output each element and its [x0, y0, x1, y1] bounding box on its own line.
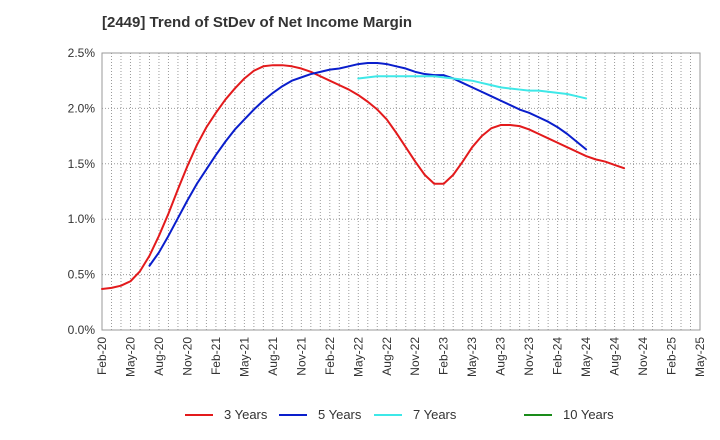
x-tick-label: May-21: [237, 337, 251, 377]
legend: 3 Years 5 Years 7 Years 10 Years: [185, 407, 614, 422]
x-tick-label: Feb-23: [437, 337, 451, 375]
x-tick-label: May-23: [465, 337, 479, 377]
y-tick-label: 0.0%: [68, 323, 96, 337]
x-tick-label: Feb-20: [95, 337, 109, 375]
legend-label: 10 Years: [563, 407, 614, 422]
x-tick-label: Aug-21: [266, 337, 280, 376]
x-tick-label: Feb-22: [323, 337, 337, 375]
x-tick-label: Feb-25: [665, 337, 679, 375]
y-tick-label: 1.0%: [68, 212, 96, 226]
series-line-5-years: [148, 61, 588, 267]
x-tick-label: Nov-23: [522, 337, 536, 376]
x-tick-label: Aug-22: [380, 337, 394, 376]
x-tick-label: Feb-21: [209, 337, 223, 375]
y-tick-label: 0.5%: [68, 268, 96, 282]
legend-label: 3 Years: [224, 407, 268, 422]
y-tick-label: 2.0%: [68, 101, 96, 115]
x-tick-label: May-24: [579, 337, 593, 377]
x-tick-label: May-25: [693, 337, 707, 377]
x-tick-label: Feb-24: [551, 337, 565, 375]
grid-layer: [102, 53, 700, 330]
x-tick-label: May-20: [123, 337, 137, 377]
y-tick-label: 2.5%: [68, 46, 96, 60]
x-tick-label: Nov-24: [636, 337, 650, 376]
x-tick-label: Aug-23: [494, 337, 508, 376]
x-axis: Feb-20 May-20 Aug-20 Nov-20 Feb-21 May-21 Aug-…: [95, 337, 707, 377]
series-line-3-years: [101, 64, 626, 290]
series-layer: [101, 61, 626, 290]
legend-label: 5 Years: [318, 407, 362, 422]
y-tick-label: 1.5%: [68, 157, 96, 171]
x-tick-label: Nov-22: [408, 337, 422, 376]
chart-title: [2449] Trend of StDev of Net Income Marg…: [102, 14, 413, 31]
x-tick-label: Aug-24: [608, 337, 622, 376]
x-tick-label: Nov-21: [294, 337, 308, 376]
x-tick-label: Aug-20: [152, 337, 166, 376]
y-axis: 0.0% 0.5% 1.0% 1.5% 2.0% 2.5%: [68, 46, 96, 337]
plot-area: [101, 52, 701, 331]
series-line-7-years: [357, 75, 588, 100]
x-tick-label: Nov-20: [180, 337, 194, 376]
legend-label: 7 Years: [413, 407, 457, 422]
x-tick-label: May-22: [351, 337, 365, 377]
